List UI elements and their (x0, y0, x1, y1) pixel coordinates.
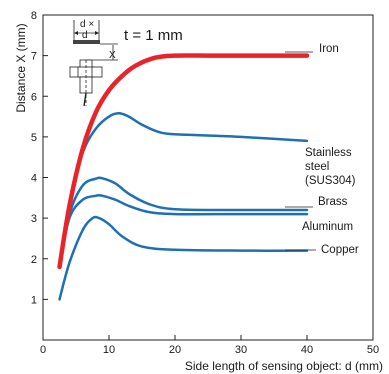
x-tick-label: 10 (103, 344, 115, 356)
y-tick-label: 5 (31, 132, 37, 144)
inset-sensor-nut-right (91, 66, 103, 78)
y-axis-title: Distance X (mm) (14, 23, 28, 112)
y-tick-label: 6 (31, 91, 37, 103)
y-tick-label: 2 (31, 254, 37, 266)
inset-target-plate (73, 40, 100, 44)
series-labels: Iron Stainless steel (SUS304) Brass Aluminum C… (285, 43, 359, 256)
x-tick-label: 50 (367, 344, 379, 356)
y-tick-label: 3 (31, 213, 37, 225)
inset-d-times-label: d × (80, 19, 94, 30)
inset-arrowhead-right (95, 31, 99, 35)
y-tick-label: 7 (31, 51, 37, 63)
y-tick-label: 8 (31, 10, 37, 22)
x-axis-ticks: 0 10 20 30 40 50 (40, 335, 379, 356)
stainless-series-line (58, 112, 309, 269)
x-tick-label: 0 (40, 344, 46, 356)
sensor-target-inset: d × d X (69, 19, 118, 107)
y-tick-label: 1 (31, 294, 37, 306)
inset-arrowhead-left (74, 31, 78, 35)
y-axis-ticks: 1 2 3 4 5 6 7 8 (31, 10, 48, 306)
stainless-series-label: (SUS304) (305, 175, 356, 187)
copper-series-line (58, 215, 309, 301)
series-lines (57, 53, 310, 301)
brass-series-line (58, 176, 309, 267)
x-axis-title: Side length of sensing object: d (mm) (185, 359, 383, 373)
y-tick-label: 4 (31, 173, 37, 185)
stainless-series-label: steel (305, 161, 329, 173)
copper-series-label: Copper (321, 244, 359, 256)
stainless-series-label: Stainless (305, 147, 352, 159)
x-tick-label: 40 (301, 344, 313, 356)
aluminum-series-label: Aluminum (302, 221, 353, 233)
aluminum-series-line (58, 194, 309, 267)
x-tick-label: 20 (169, 344, 181, 356)
inset-sensor-cable (83, 92, 87, 107)
inset-x-label: X (109, 50, 116, 61)
x-tick-label: 30 (235, 344, 247, 356)
inset-d-label: d (82, 30, 88, 41)
thickness-annotation: t = 1 mm (124, 27, 183, 44)
brass-series-label: Brass (318, 196, 348, 208)
iron-series-label: Iron (319, 43, 339, 55)
iron-series-line (57, 53, 310, 270)
